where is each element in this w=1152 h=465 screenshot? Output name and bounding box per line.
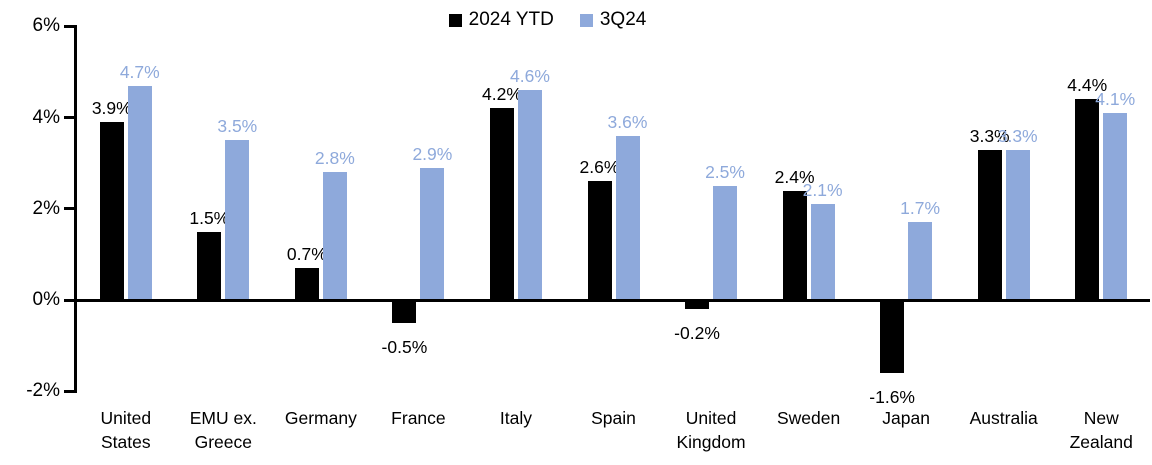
bar	[322, 172, 347, 300]
legend-item: 3Q24	[579, 9, 647, 31]
bar-value-label: -0.2%	[674, 323, 720, 344]
bar-value-label: 3.9%	[91, 98, 132, 119]
bar-value-label: 4.1%	[1095, 89, 1136, 110]
bar-value-label: 2.1%	[802, 180, 843, 201]
x-axis-line	[74, 298, 1150, 302]
bar-value-label: -1.6%	[869, 386, 915, 407]
bar	[197, 231, 222, 300]
y-axis-tick	[64, 298, 74, 302]
y-axis-tick	[64, 24, 74, 28]
y-axis-tick	[64, 207, 74, 211]
bar	[294, 268, 319, 300]
legend-label: 3Q24	[599, 9, 647, 30]
bar-value-label: 3.6%	[607, 111, 648, 132]
x-axis-label: United Kingdom	[676, 408, 746, 452]
x-axis-label: Italy	[499, 408, 532, 428]
chart-legend: 2024 YTD 3Q24	[0, 8, 1095, 32]
bar	[127, 85, 152, 300]
y-axis-tick-label: 2%	[32, 197, 60, 219]
x-axis-label: EMU ex. Greece	[189, 408, 257, 452]
x-axis-label: Spain	[591, 408, 636, 428]
bar-value-label: 4.4%	[1067, 75, 1108, 96]
bar	[810, 204, 835, 300]
y-axis-tick	[64, 389, 74, 393]
bar	[880, 300, 905, 373]
x-axis-label: Japan	[882, 408, 930, 428]
bar-value-label: 1.7%	[900, 198, 941, 219]
bar	[420, 167, 445, 300]
x-axis-label: New Zealand	[1069, 408, 1133, 452]
y-axis-tick-label: 0%	[32, 289, 60, 310]
x-axis-label: Germany	[284, 408, 357, 428]
bar-value-label: 2.5%	[705, 162, 745, 182]
bar	[392, 300, 417, 323]
legend-swatch-icon	[448, 13, 462, 27]
bar	[1103, 113, 1128, 300]
bar-value-label: 0.7%	[286, 244, 327, 265]
x-axis-label: France	[391, 408, 446, 428]
bar	[489, 108, 514, 300]
bar	[908, 222, 933, 300]
bar	[1075, 99, 1100, 300]
bar	[685, 300, 710, 310]
bar	[225, 140, 250, 300]
bar	[99, 122, 124, 300]
bar	[615, 135, 640, 300]
bar	[713, 186, 738, 300]
bar	[587, 181, 612, 300]
x-axis-label: United States	[100, 408, 152, 452]
bar-value-label: 4.7%	[119, 61, 160, 82]
bar-value-label: -0.5%	[381, 336, 428, 357]
legend-item: 2024 YTD	[448, 9, 554, 31]
bar-value-label: 2.9%	[412, 143, 453, 164]
bar-value-label: 2.6%	[579, 157, 620, 178]
bar-value-label: 4.2%	[482, 84, 522, 105]
bar-value-label: 1.5%	[189, 207, 230, 228]
y-axis-tick-label: 4%	[32, 106, 60, 128]
bar-value-label: 4.6%	[510, 66, 550, 87]
bar-value-label: 2.8%	[314, 148, 355, 169]
bar-value-label: 3.3%	[969, 125, 1010, 146]
bar-value-label: 2.4%	[774, 166, 815, 187]
y-axis-tick-label: -2%	[26, 380, 60, 402]
y-axis-tick	[64, 116, 74, 120]
bar-value-label: 3.5%	[217, 116, 258, 137]
legend-label: 2024 YTD	[468, 9, 554, 30]
y-axis-line	[74, 24, 77, 393]
legend-swatch-icon	[579, 13, 593, 27]
bar	[782, 190, 807, 300]
bar	[977, 149, 1002, 300]
x-axis-label: Sweden	[776, 408, 841, 428]
bar	[1005, 149, 1030, 300]
y-axis-tick-label: 6%	[32, 15, 60, 37]
x-axis-label: Australia	[969, 408, 1038, 428]
bar	[517, 90, 542, 300]
bar-value-label: 3.3%	[997, 125, 1038, 146]
